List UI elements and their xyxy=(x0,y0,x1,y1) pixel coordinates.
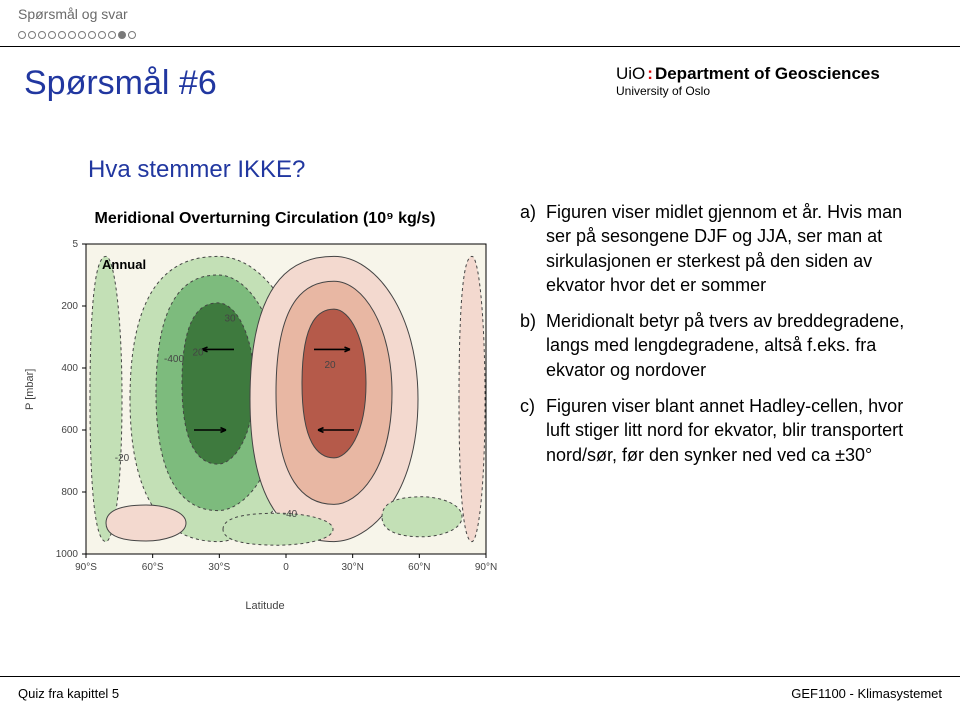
logo-dept: Department of Geosciences xyxy=(655,64,880,83)
footer-left: Quiz fra kapittel 5 xyxy=(18,686,119,701)
progress-dot xyxy=(88,31,96,39)
logo-separator: : xyxy=(645,64,655,83)
logo-uio: UiO xyxy=(616,64,645,83)
answer-label: b) xyxy=(520,309,546,333)
svg-text:800: 800 xyxy=(61,487,78,498)
chart-container: Meridional Overturning Circulation (10⁹ … xyxy=(30,210,500,610)
svg-text:Annual: Annual xyxy=(102,257,146,272)
svg-text:1000: 1000 xyxy=(56,549,79,560)
svg-text:-400: -400 xyxy=(164,354,184,365)
svg-text:20: 20 xyxy=(192,348,204,359)
answer-list: a)Figuren viser midlet gjennom et år. Hv… xyxy=(520,200,920,479)
institution-logo: UiO:Department of Geosciences University… xyxy=(616,64,936,98)
svg-text:20: 20 xyxy=(324,360,336,371)
answer-text: Meridionalt betyr på tvers av breddegrad… xyxy=(546,309,906,382)
progress-dot xyxy=(128,31,136,39)
progress-dot xyxy=(18,31,26,39)
answer-item: b)Meridionalt betyr på tvers av breddegr… xyxy=(520,309,920,382)
svg-text:200: 200 xyxy=(61,301,78,312)
progress-dots xyxy=(18,26,960,44)
progress-dot xyxy=(28,31,36,39)
top-divider xyxy=(0,46,960,47)
question-text: Hva stemmer IKKE? xyxy=(88,156,305,184)
svg-text:30°N: 30°N xyxy=(341,562,363,573)
progress-dot xyxy=(78,31,86,39)
slide-title: Spørsmål #6 xyxy=(24,64,217,103)
progress-dot xyxy=(58,31,66,39)
svg-text:30: 30 xyxy=(224,314,236,325)
answer-label: a) xyxy=(520,200,546,224)
bottom-divider xyxy=(0,676,960,677)
progress-dot xyxy=(48,31,56,39)
chart-svg: 5 200 400 600 800 1000 90°S 60°S 30°S 0 30°N 60°N 90… xyxy=(30,238,500,598)
footer-right: GEF1100 - Klimasystemet xyxy=(791,686,942,701)
svg-text:60°S: 60°S xyxy=(142,562,164,573)
slide-header: Spørsmål og svar xyxy=(0,0,960,44)
chart-title: Meridional Overturning Circulation (10⁹ … xyxy=(30,210,500,228)
svg-text:400: 400 xyxy=(61,363,78,374)
logo-university: University of Oslo xyxy=(616,84,936,98)
svg-text:0: 0 xyxy=(283,562,289,573)
svg-text:90°N: 90°N xyxy=(475,562,497,573)
svg-text:-20: -20 xyxy=(115,453,130,464)
svg-text:30°S: 30°S xyxy=(208,562,230,573)
progress-dot xyxy=(68,31,76,39)
progress-dot xyxy=(98,31,106,39)
svg-text:90°S: 90°S xyxy=(75,562,97,573)
answer-text: Figuren viser midlet gjennom et år. Hvis… xyxy=(546,200,906,297)
progress-dot xyxy=(118,31,126,39)
svg-text:600: 600 xyxy=(61,425,78,436)
progress-dot xyxy=(38,31,46,39)
answer-item: a)Figuren viser midlet gjennom et år. Hv… xyxy=(520,200,920,297)
section-title: Spørsmål og svar xyxy=(18,0,960,22)
svg-text:5: 5 xyxy=(72,239,78,250)
answer-text: Figuren viser blant annet Hadley-cellen,… xyxy=(546,394,906,467)
svg-text:60°N: 60°N xyxy=(408,562,430,573)
answer-label: c) xyxy=(520,394,546,418)
svg-text:-40: -40 xyxy=(283,509,298,520)
x-axis-label: Latitude xyxy=(30,600,500,612)
logo-line-1: UiO:Department of Geosciences xyxy=(616,64,936,84)
progress-dot xyxy=(108,31,116,39)
answer-item: c)Figuren viser blant annet Hadley-celle… xyxy=(520,394,920,467)
